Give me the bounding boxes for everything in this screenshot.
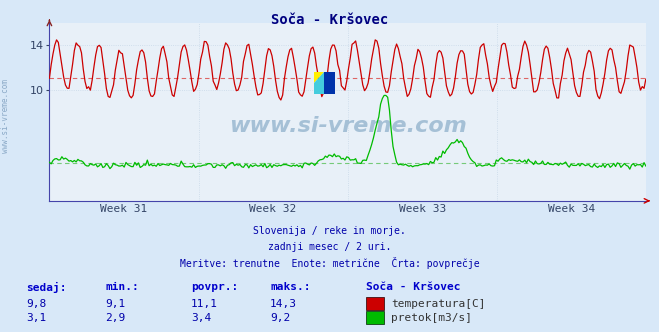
Text: Soča - Kršovec: Soča - Kršovec	[271, 13, 388, 27]
Text: Slovenija / reke in morje.: Slovenija / reke in morje.	[253, 226, 406, 236]
Text: zadnji mesec / 2 uri.: zadnji mesec / 2 uri.	[268, 242, 391, 252]
Text: 3,4: 3,4	[191, 313, 212, 323]
Text: 9,2: 9,2	[270, 313, 291, 323]
Text: 9,8: 9,8	[26, 299, 47, 309]
Polygon shape	[324, 72, 335, 94]
Text: sedaj:: sedaj:	[26, 282, 67, 293]
Text: temperatura[C]: temperatura[C]	[391, 299, 485, 309]
Text: 9,1: 9,1	[105, 299, 126, 309]
Polygon shape	[314, 72, 324, 83]
Text: 2,9: 2,9	[105, 313, 126, 323]
Text: www.si-vreme.com: www.si-vreme.com	[229, 116, 467, 136]
Text: maks.:: maks.:	[270, 282, 310, 292]
Text: Soča - Kršovec: Soča - Kršovec	[366, 282, 460, 292]
Text: 3,1: 3,1	[26, 313, 47, 323]
Text: Week 31: Week 31	[100, 204, 148, 214]
Text: Week 34: Week 34	[548, 204, 595, 214]
Text: Meritve: trenutne  Enote: metrične  Črta: povprečje: Meritve: trenutne Enote: metrične Črta: …	[180, 257, 479, 269]
Polygon shape	[314, 72, 335, 94]
Text: Week 33: Week 33	[399, 204, 445, 214]
Text: povpr.:: povpr.:	[191, 282, 239, 292]
Text: pretok[m3/s]: pretok[m3/s]	[391, 313, 472, 323]
Text: 11,1: 11,1	[191, 299, 218, 309]
Text: 14,3: 14,3	[270, 299, 297, 309]
Text: min.:: min.:	[105, 282, 139, 292]
Text: www.si-vreme.com: www.si-vreme.com	[1, 79, 10, 153]
Text: Week 32: Week 32	[250, 204, 297, 214]
